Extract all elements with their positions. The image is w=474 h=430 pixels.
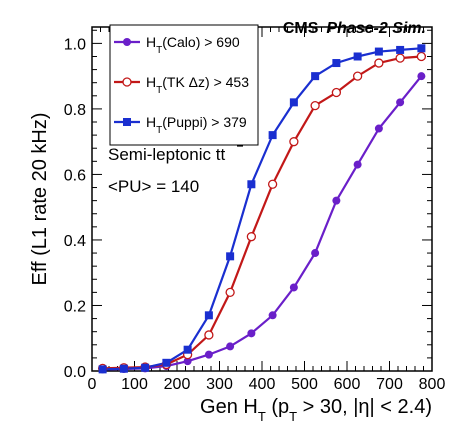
cms-header: CMS Phase-2 Sim. xyxy=(283,20,426,37)
data-point-series-1 xyxy=(289,137,299,147)
data-point-series-0 xyxy=(332,196,341,205)
x-tick-label: 400 xyxy=(249,376,276,393)
y-tick-label: 0.8 xyxy=(64,102,86,119)
x-tick-label: 300 xyxy=(206,376,233,393)
x-tick-label: 200 xyxy=(164,376,191,393)
data-point-series-1 xyxy=(352,71,363,81)
legend-marker-0 xyxy=(123,38,131,46)
data-point-series-0 xyxy=(289,283,298,292)
series-line-0 xyxy=(102,75,423,371)
x-tick-label: 600 xyxy=(334,376,361,393)
data-point-series-2 xyxy=(247,180,256,189)
data-point-series-2 xyxy=(119,364,128,373)
legend-box xyxy=(109,24,259,146)
y-tick-label: 0.4 xyxy=(64,233,86,250)
data-point-series-2 xyxy=(332,59,341,68)
data-point-series-2 xyxy=(162,358,171,367)
annotation-block: Semi-leptonic tt <PU> = 140 xyxy=(108,145,243,196)
data-point-series-0 xyxy=(247,329,256,338)
data-point-series-2 xyxy=(353,52,362,61)
x-tick-label: 0 xyxy=(88,376,97,393)
data-point-series-0 xyxy=(204,350,213,359)
series-line-2 xyxy=(102,47,422,371)
data-point-series-1 xyxy=(246,232,257,242)
data-point-series-1 xyxy=(267,179,278,189)
data-point-series-0 xyxy=(374,124,383,133)
x-axis-title: Gen HT (pT > 30, |η| < 2.4) xyxy=(200,396,432,424)
data-point-series-1 xyxy=(374,58,384,68)
data-point-series-1 xyxy=(204,330,214,340)
x-tick-label: 100 xyxy=(121,376,148,393)
data-point-series-1 xyxy=(395,53,405,63)
data-point-series-2 xyxy=(396,45,405,54)
data-point-series-0 xyxy=(226,342,235,351)
y-axis-title: Eff (L1 rate 20 kHz) xyxy=(29,112,51,285)
data-point-series-2 xyxy=(98,365,107,374)
data-point-series-0 xyxy=(353,160,362,169)
annotation-process: Semi-leptonic tt xyxy=(108,145,225,164)
series-markers xyxy=(97,44,427,374)
data-point-series-2 xyxy=(141,363,150,372)
legend-label-0: HT(Calo) > 690 xyxy=(146,34,240,56)
x-tick-label: 800 xyxy=(419,376,446,393)
x-tick-label: 500 xyxy=(291,376,318,393)
axis-ticks: 0 100 200 300 400 500 600 700 800 0.0 0.2 0.4 0.6 0.8… xyxy=(64,27,446,393)
data-point-series-2 xyxy=(311,72,320,81)
data-point-series-0 xyxy=(183,357,192,366)
legend-marker-2 xyxy=(123,118,131,126)
legend-label-2: HT(Puppi) > 379 xyxy=(146,114,247,136)
data-point-series-0 xyxy=(268,311,277,320)
data-point-series-1 xyxy=(331,87,342,98)
y-tick-label: 0.0 xyxy=(64,364,86,381)
y-tick-label: 0.2 xyxy=(64,298,86,315)
data-point-series-1 xyxy=(225,287,235,298)
data-point-series-2 xyxy=(289,98,298,107)
annotation-pileup: <PU> = 140 xyxy=(108,177,199,196)
legend: HT(Calo) > 690 HT(TK Δz) > 453 HT(Puppi) >… xyxy=(114,34,249,136)
y-tick-label: 0.6 xyxy=(64,167,86,184)
data-point-series-2 xyxy=(226,252,235,261)
data-point-series-1 xyxy=(310,100,320,111)
legend-label-1: HT(TK Δz) > 453 xyxy=(146,74,249,96)
data-point-series-2 xyxy=(183,345,192,354)
legend-marker-1 xyxy=(122,77,132,87)
data-point-series-2 xyxy=(417,44,426,53)
data-point-series-0 xyxy=(396,98,405,107)
data-point-series-0 xyxy=(417,72,426,81)
data-point-series-1 xyxy=(416,51,427,62)
data-point-series-2 xyxy=(268,131,277,140)
data-point-series-2 xyxy=(374,47,383,56)
data-point-series-2 xyxy=(204,311,213,320)
data-point-series-0 xyxy=(311,249,320,258)
series-lines xyxy=(102,47,423,371)
y-tick-label: 1.0 xyxy=(64,36,86,53)
x-tick-label: 700 xyxy=(376,376,403,393)
